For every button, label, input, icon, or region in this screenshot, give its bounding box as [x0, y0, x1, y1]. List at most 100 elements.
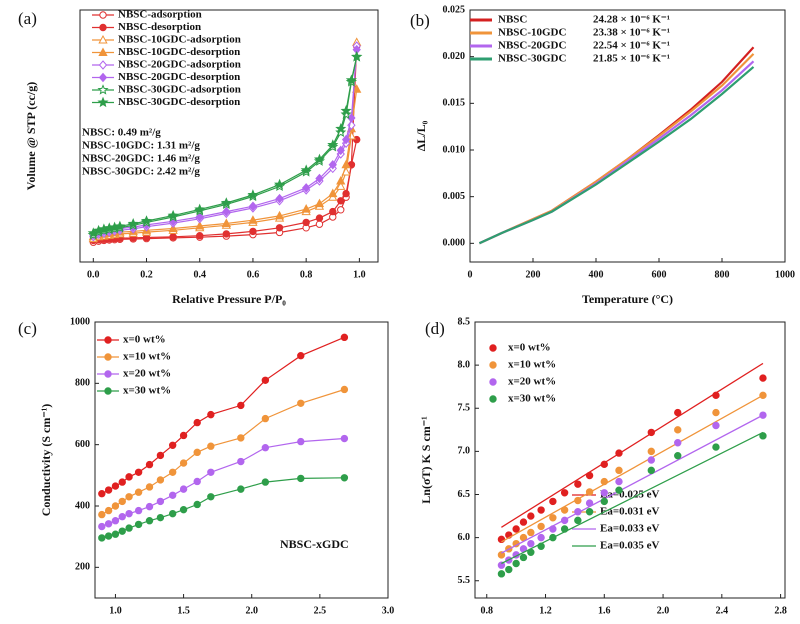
marker [674, 439, 682, 447]
marker [297, 399, 305, 407]
marker [222, 230, 231, 238]
marker [315, 173, 324, 184]
marker [347, 113, 356, 123]
fit-legend-label: Ea=0.035 eV [600, 540, 659, 552]
marker [327, 139, 339, 150]
marker [600, 497, 608, 506]
plot-frame [469, 9, 786, 263]
y-axis-label: Volume @ STP (cc/g) [24, 82, 38, 190]
marker [340, 333, 349, 342]
marker [549, 514, 557, 522]
y-tick-label: 0.025 [443, 4, 466, 15]
legend-cte: 23.38 × 10⁻⁶ K⁻¹ [593, 27, 670, 39]
marker [104, 520, 113, 528]
marker [207, 410, 215, 419]
marker [314, 198, 325, 208]
marker [275, 193, 284, 204]
marker [574, 516, 582, 525]
x-tick-label: 1000 [775, 269, 795, 280]
marker [527, 539, 535, 548]
x-tick-label: 0 [468, 269, 473, 280]
marker [193, 418, 201, 427]
marker [674, 426, 682, 434]
marker [759, 432, 767, 440]
marker [168, 223, 178, 233]
x-tick-label: 600 [652, 269, 667, 280]
marker [98, 47, 108, 56]
marker [140, 215, 153, 226]
x-tick-label: 3.0 [382, 605, 395, 616]
marker [195, 220, 205, 230]
marker [237, 434, 245, 442]
marker [179, 485, 188, 493]
marker [300, 164, 312, 175]
legend-label: NBSC-10GDC [498, 27, 567, 39]
y-tick-label: 0.010 [443, 144, 466, 155]
marker [168, 441, 177, 449]
marker [527, 528, 535, 537]
marker [489, 344, 497, 352]
marker [297, 474, 305, 483]
marker [207, 468, 215, 476]
legend-label: NBSC-30GDC-adsorption [118, 84, 241, 96]
series-line [478, 60, 755, 245]
marker [145, 517, 154, 525]
marker [237, 401, 245, 410]
x-tick-label: 0.4 [193, 269, 206, 280]
marker [340, 474, 349, 482]
legend-label: NBSC-desorption [118, 21, 201, 33]
legend-label: NBSC [498, 14, 527, 26]
y-tick-label: 6.5 [458, 489, 471, 500]
marker [156, 451, 165, 460]
marker [247, 189, 259, 200]
marker [585, 508, 594, 516]
legend-label: NBSC-30GDC-desorption [118, 96, 240, 108]
marker [342, 189, 350, 198]
marker [248, 201, 258, 211]
marker [537, 533, 545, 542]
marker [759, 374, 767, 382]
x-tick-label: 1.5 [177, 605, 190, 616]
marker [560, 525, 569, 533]
legend-label: x=10 wt% [508, 359, 556, 371]
marker [328, 160, 337, 170]
marker [574, 496, 582, 505]
marker [302, 218, 310, 227]
series-line [478, 46, 755, 245]
y-tick-label: 8.5 [458, 316, 471, 327]
marker [537, 542, 545, 550]
marker [193, 448, 201, 457]
fit-line [501, 414, 764, 554]
marker [118, 513, 126, 521]
marker [221, 218, 231, 227]
series-line [101, 388, 345, 516]
marker [118, 497, 126, 506]
y-tick-label: 400 [75, 500, 90, 511]
marker [674, 451, 682, 460]
marker [352, 84, 362, 93]
legend-cte: 21.85 × 10⁻⁶ K⁻¹ [593, 53, 670, 65]
marker [127, 217, 139, 229]
marker [647, 428, 656, 437]
fit-line [501, 394, 764, 543]
marker [98, 534, 106, 542]
x-tick-label: 2.0 [245, 605, 258, 616]
legend-label: x=0 wt% [508, 342, 551, 354]
marker [301, 204, 311, 213]
marker [207, 493, 215, 501]
marker [497, 551, 506, 559]
x-tick-label: 2.4 [716, 605, 729, 616]
marker [118, 527, 126, 535]
y-tick-label: 0.020 [443, 51, 466, 62]
annotation: NBSC-30GDC: 2.42 m²/g [82, 166, 200, 178]
marker [297, 352, 305, 360]
fit-legend-label: Ea=0.031 eV [600, 506, 659, 518]
marker [336, 145, 345, 156]
legend-cte: 22.54 × 10⁻⁶ K⁻¹ [593, 40, 670, 52]
marker [336, 181, 346, 190]
marker [574, 508, 582, 516]
marker [549, 533, 557, 542]
marker [274, 210, 285, 220]
marker [647, 456, 656, 464]
y-tick-label: 0.015 [443, 98, 466, 109]
